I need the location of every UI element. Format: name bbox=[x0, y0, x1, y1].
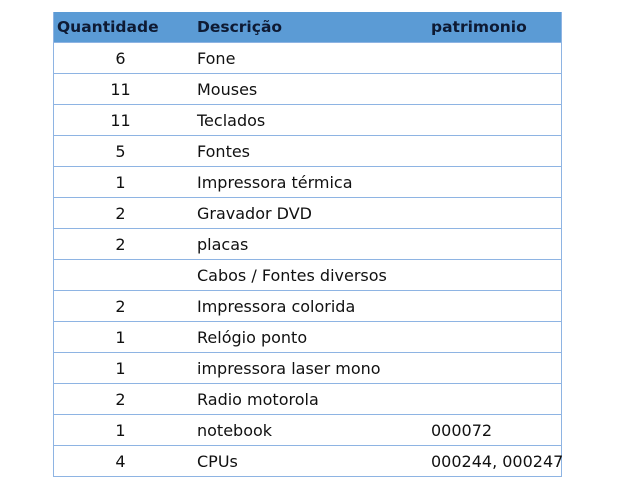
table-row: 4 CPUs 000244, 000247 bbox=[53, 445, 563, 477]
table-row: 6 Fone bbox=[53, 42, 562, 74]
description-cell: Impressora colorida bbox=[187, 290, 421, 322]
description-cell: Fontes bbox=[187, 135, 421, 167]
description-cell: Fone bbox=[187, 42, 421, 74]
quantity-cell: 1 bbox=[53, 414, 187, 446]
table-row: 11 Teclados bbox=[53, 104, 562, 136]
table-row: 2 Impressora colorida bbox=[53, 290, 562, 322]
header-row: Quantidade Descrição patrimonio bbox=[53, 12, 562, 43]
description-cell: placas bbox=[187, 228, 421, 260]
quantity-cell: 1 bbox=[53, 321, 187, 353]
patrimonio-cell bbox=[421, 135, 562, 167]
description-cell: Cabos / Fontes diversos bbox=[187, 259, 421, 291]
table-row: 1 Relógio ponto bbox=[53, 321, 562, 353]
description-cell: CPUs bbox=[187, 445, 421, 477]
table-row: 2 Gravador DVD bbox=[53, 197, 562, 229]
description-cell: impressora laser mono bbox=[187, 352, 421, 384]
quantity-cell: 11 bbox=[53, 73, 187, 105]
description-cell: notebook bbox=[187, 414, 421, 446]
quantity-cell bbox=[53, 259, 187, 291]
patrimonio-cell: 000244, 000247 bbox=[421, 445, 563, 477]
header-patrimonio: patrimonio bbox=[421, 12, 562, 43]
quantity-cell: 6 bbox=[53, 42, 187, 74]
patrimonio-cell bbox=[421, 290, 562, 322]
description-cell: Teclados bbox=[187, 104, 421, 136]
patrimonio-cell bbox=[421, 259, 562, 291]
table-row: 2 Radio motorola bbox=[53, 383, 562, 415]
quantity-cell: 4 bbox=[53, 445, 187, 477]
quantity-cell: 11 bbox=[53, 104, 187, 136]
patrimonio-cell bbox=[421, 42, 562, 74]
quantity-cell: 2 bbox=[53, 228, 187, 260]
patrimonio-cell bbox=[421, 228, 562, 260]
description-cell: Gravador DVD bbox=[187, 197, 421, 229]
inventory-table: Quantidade Descrição patrimonio 6 Fone 11 M… bbox=[53, 12, 563, 477]
table-row: 1 Impressora térmica bbox=[53, 166, 562, 198]
table-row: Cabos / Fontes diversos bbox=[53, 259, 562, 291]
table-row: 1 notebook 000072 bbox=[53, 414, 562, 446]
patrimonio-cell: 000072 bbox=[421, 414, 562, 446]
patrimonio-cell bbox=[421, 73, 562, 105]
description-cell: Radio motorola bbox=[187, 383, 421, 415]
quantity-cell: 1 bbox=[53, 352, 187, 384]
description-cell: Impressora térmica bbox=[187, 166, 421, 198]
header-quantidade: Quantidade bbox=[53, 12, 187, 43]
patrimonio-cell bbox=[421, 352, 562, 384]
quantity-cell: 5 bbox=[53, 135, 187, 167]
table-row: 1 impressora laser mono bbox=[53, 352, 562, 384]
quantity-cell: 2 bbox=[53, 290, 187, 322]
header-descricao: Descrição bbox=[187, 12, 421, 43]
table-row: 5 Fontes bbox=[53, 135, 562, 167]
description-cell: Relógio ponto bbox=[187, 321, 421, 353]
patrimonio-cell bbox=[421, 321, 562, 353]
patrimonio-cell bbox=[421, 104, 562, 136]
description-cell: Mouses bbox=[187, 73, 421, 105]
patrimonio-cell bbox=[421, 383, 562, 415]
table-row: 2 placas bbox=[53, 228, 562, 260]
patrimonio-cell bbox=[421, 197, 562, 229]
quantity-cell: 2 bbox=[53, 383, 187, 415]
quantity-cell: 1 bbox=[53, 166, 187, 198]
table-row: 11 Mouses bbox=[53, 73, 562, 105]
patrimonio-cell bbox=[421, 166, 562, 198]
quantity-cell: 2 bbox=[53, 197, 187, 229]
